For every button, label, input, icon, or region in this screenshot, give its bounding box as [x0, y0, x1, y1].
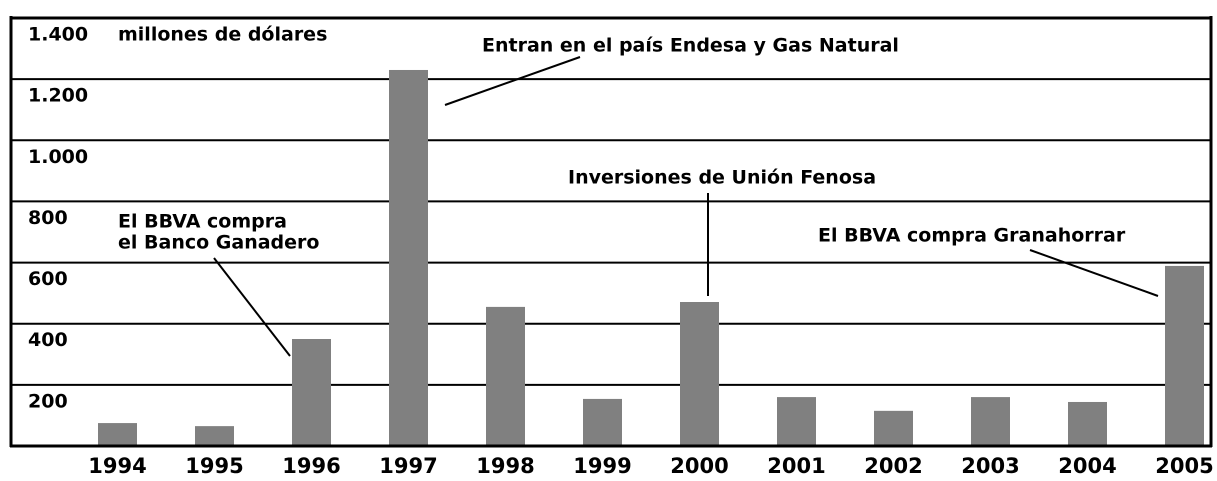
annotation: El BBVA compra Granahorrar — [818, 225, 1126, 247]
bar — [486, 306, 525, 446]
frame — [9, 16, 1213, 448]
x-tick-label: 2005 — [1155, 454, 1213, 478]
x-tick-label: 1995 — [185, 454, 243, 478]
leader-lines — [213, 56, 1159, 357]
annotation: El BBVA compra — [118, 211, 287, 233]
x-tick-label: 1997 — [379, 454, 437, 478]
y-tick-label: 200 — [28, 390, 68, 412]
y-tick-label: 1.000 — [28, 146, 88, 168]
y-tick-label: 400 — [28, 329, 68, 351]
leader-line — [444, 56, 581, 106]
x-tick-label: 1998 — [476, 454, 534, 478]
annotation: Inversiones de Unión Fenosa — [568, 167, 876, 189]
bar — [680, 302, 719, 446]
x-tick-label: 2004 — [1058, 454, 1116, 478]
y-axis-label: millones de dólares — [118, 24, 327, 46]
leader-line — [213, 257, 291, 357]
bar — [195, 426, 234, 446]
x-tick-label: 1994 — [88, 454, 146, 478]
x-tick-label: 2003 — [961, 454, 1019, 478]
bar — [1068, 401, 1107, 446]
x-tick-label: 2002 — [864, 454, 922, 478]
bar — [874, 410, 913, 446]
x-tick-label: 2001 — [767, 454, 825, 478]
y-tick-label: 600 — [28, 268, 68, 290]
y-tick-label: 1.200 — [28, 85, 88, 107]
bar — [1165, 265, 1204, 446]
bar — [292, 339, 331, 446]
y-tick-label: 1.400 — [28, 24, 88, 46]
annotation: Entran en el país Endesa y Gas Natural — [482, 35, 899, 57]
bar — [98, 423, 137, 446]
y-tick-label: 800 — [28, 207, 68, 229]
bar — [971, 397, 1010, 446]
bar — [583, 398, 622, 446]
x-tick-label: 1999 — [573, 454, 631, 478]
annotation: el Banco Ganadero — [118, 232, 319, 254]
leader-line — [1029, 249, 1159, 297]
x-tick-label: 2000 — [670, 454, 728, 478]
x-tick-label: 1996 — [282, 454, 340, 478]
bar — [389, 69, 428, 446]
bar — [777, 397, 816, 446]
